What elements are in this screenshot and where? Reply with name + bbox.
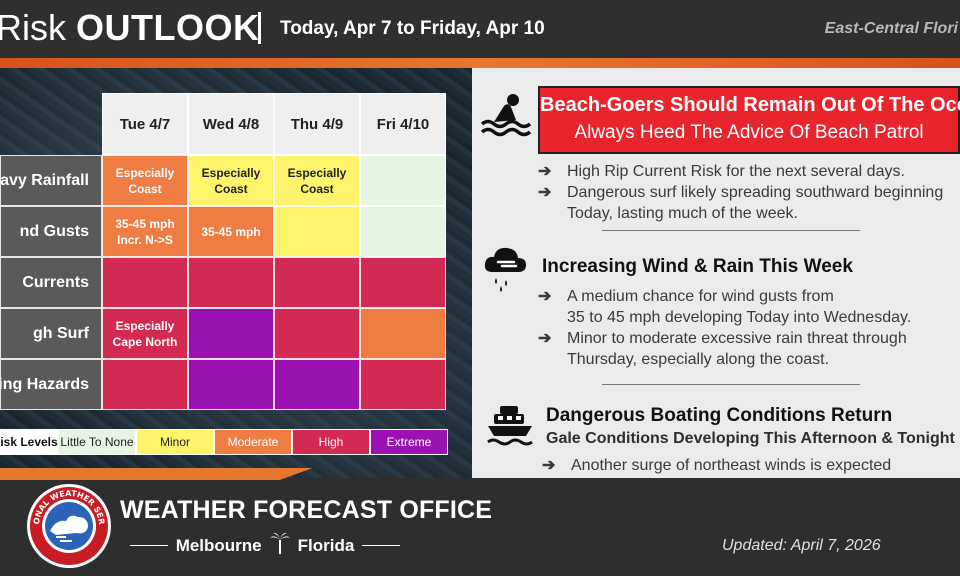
risk-cell (102, 257, 188, 308)
bullet-text: 35 to 45 mph developing Today into Wedne… (567, 309, 912, 326)
accent-bar (0, 58, 960, 68)
title-bold: OUTLOOK (76, 7, 260, 48)
wind-rain-cloud-icon (482, 242, 528, 301)
legend-item-none: Little To None (58, 429, 136, 455)
office-name: WEATHER FORECAST OFFICE (120, 496, 493, 524)
page-title: Risk OUTLOOK (0, 6, 260, 50)
boating-title: Dangerous Boating Conditions Return (546, 405, 893, 426)
table-corner (0, 93, 102, 155)
arrow-right-icon: ➔ (542, 457, 556, 474)
bullet-text: High Rip Current Risk for the next sever… (567, 163, 905, 180)
row-header: nd Gusts (0, 206, 102, 257)
risk-cell-text: Especially Coast (287, 165, 347, 196)
beach-alert-box: Beach-Goers Should Remain Out Of The Oce… (538, 86, 960, 154)
row-header-label: Currents (22, 273, 89, 291)
beach-alert-line2: Always Heed The Advice Of Beach Patrol (574, 122, 924, 143)
arrow-right-icon: ➔ (538, 184, 552, 201)
footer (0, 478, 960, 576)
risk-cell (102, 359, 188, 410)
risk-cell (360, 308, 446, 359)
legend-item-high: High (292, 429, 370, 455)
row-header-label: avy Rainfall (0, 171, 89, 189)
title-prefix: Risk (0, 7, 66, 48)
arrow-right-icon: ➔ (538, 163, 552, 180)
column-header: Fri 4/10 (360, 93, 446, 155)
bullet-text: A medium chance for wind gusts from (567, 288, 834, 305)
risk-cell-text: Especially Cape North (112, 318, 178, 349)
legend-item-minor: Minor (136, 429, 214, 455)
column-header: Thu 4/9 (274, 93, 360, 155)
risk-cell: Especially Coast (102, 155, 188, 206)
header: Risk OUTLOOK Today, Apr 7 to Friday, Apr… (0, 0, 960, 58)
legend-label: isk Levels (0, 429, 58, 455)
risk-cell (188, 308, 274, 359)
swimmer-icon (480, 92, 532, 143)
risk-cell: Especially Coast (188, 155, 274, 206)
risk-cell (360, 155, 446, 206)
risk-cell (274, 257, 360, 308)
beach-alert-line1: Beach-Goers Should Remain Out Of The Oce… (540, 94, 960, 116)
decorative-line (362, 545, 401, 546)
region-label: East-Central Flori (824, 20, 958, 37)
risk-cell (360, 359, 446, 410)
bullet-text: Another surge of northeast winds is expe… (571, 457, 892, 474)
bullet-text: Dangerous surf likely spreading southwar… (567, 184, 944, 201)
updated-timestamp: Updated: April 7, 2026 (722, 537, 881, 554)
row-header: avy Rainfall (0, 155, 102, 206)
nws-logo: NATIONAL WEATHER SERVICE (23, 476, 112, 574)
risk-cell: Especially Cape North (102, 308, 188, 359)
bullet-text: Thursday, especially along the coast. (567, 351, 830, 368)
risk-cell (360, 257, 446, 308)
column-header: Tue 4/7 (102, 93, 188, 155)
risk-cell-text: 35-45 mph Incr. N->S (115, 216, 175, 247)
row-header-label: nd Gusts (19, 222, 89, 240)
risk-cell (188, 359, 274, 410)
arrow-right-icon: ➔ (538, 288, 552, 305)
risk-cell (274, 206, 360, 257)
section-divider (602, 230, 860, 231)
risk-cell-text: Especially Coast (115, 165, 175, 196)
risk-cell (274, 359, 360, 410)
bullet-text: Today, lasting much of the week. (567, 205, 798, 222)
section-divider (602, 384, 860, 385)
risk-cell: 35-45 mph (188, 206, 274, 257)
footer-accent-stripe (0, 468, 488, 480)
office-location: Melbourne Florida (120, 532, 410, 559)
row-header: gh Surf (0, 308, 102, 359)
risk-cell (360, 206, 446, 257)
column-header: Wed 4/8 (188, 93, 274, 155)
bullet-text: Minor to moderate excessive rain threat … (567, 330, 907, 347)
arrow-right-icon: ➔ (538, 330, 552, 347)
legend-item-extreme: Extreme (370, 429, 448, 455)
row-header: Currents (0, 257, 102, 308)
office-city: Melbourne (175, 535, 262, 555)
legend-item-moderate: Moderate (214, 429, 292, 455)
row-header-label: ating Hazards (0, 375, 89, 393)
row-header-label: gh Surf (33, 324, 89, 342)
palm-tree-icon (269, 532, 290, 559)
office-state: Florida (297, 535, 355, 555)
boating-subtitle: Gale Conditions Developing This Afternoo… (546, 430, 955, 447)
row-header: ating Hazards (0, 359, 102, 410)
risk-cell-text: Especially Coast (201, 165, 261, 196)
risk-cell: 35-45 mph Incr. N->S (102, 206, 188, 257)
decorative-line (129, 545, 168, 546)
wind-rain-title: Increasing Wind & Rain This Week (542, 256, 853, 277)
title-separator (258, 12, 261, 44)
boat-icon (486, 404, 534, 451)
risk-cell: Especially Coast (274, 155, 360, 206)
risk-cell (188, 257, 274, 308)
date-range: Today, Apr 7 to Friday, Apr 10 (280, 18, 545, 39)
risk-cell-text: 35-45 mph (201, 224, 261, 239)
risk-cell (274, 308, 360, 359)
